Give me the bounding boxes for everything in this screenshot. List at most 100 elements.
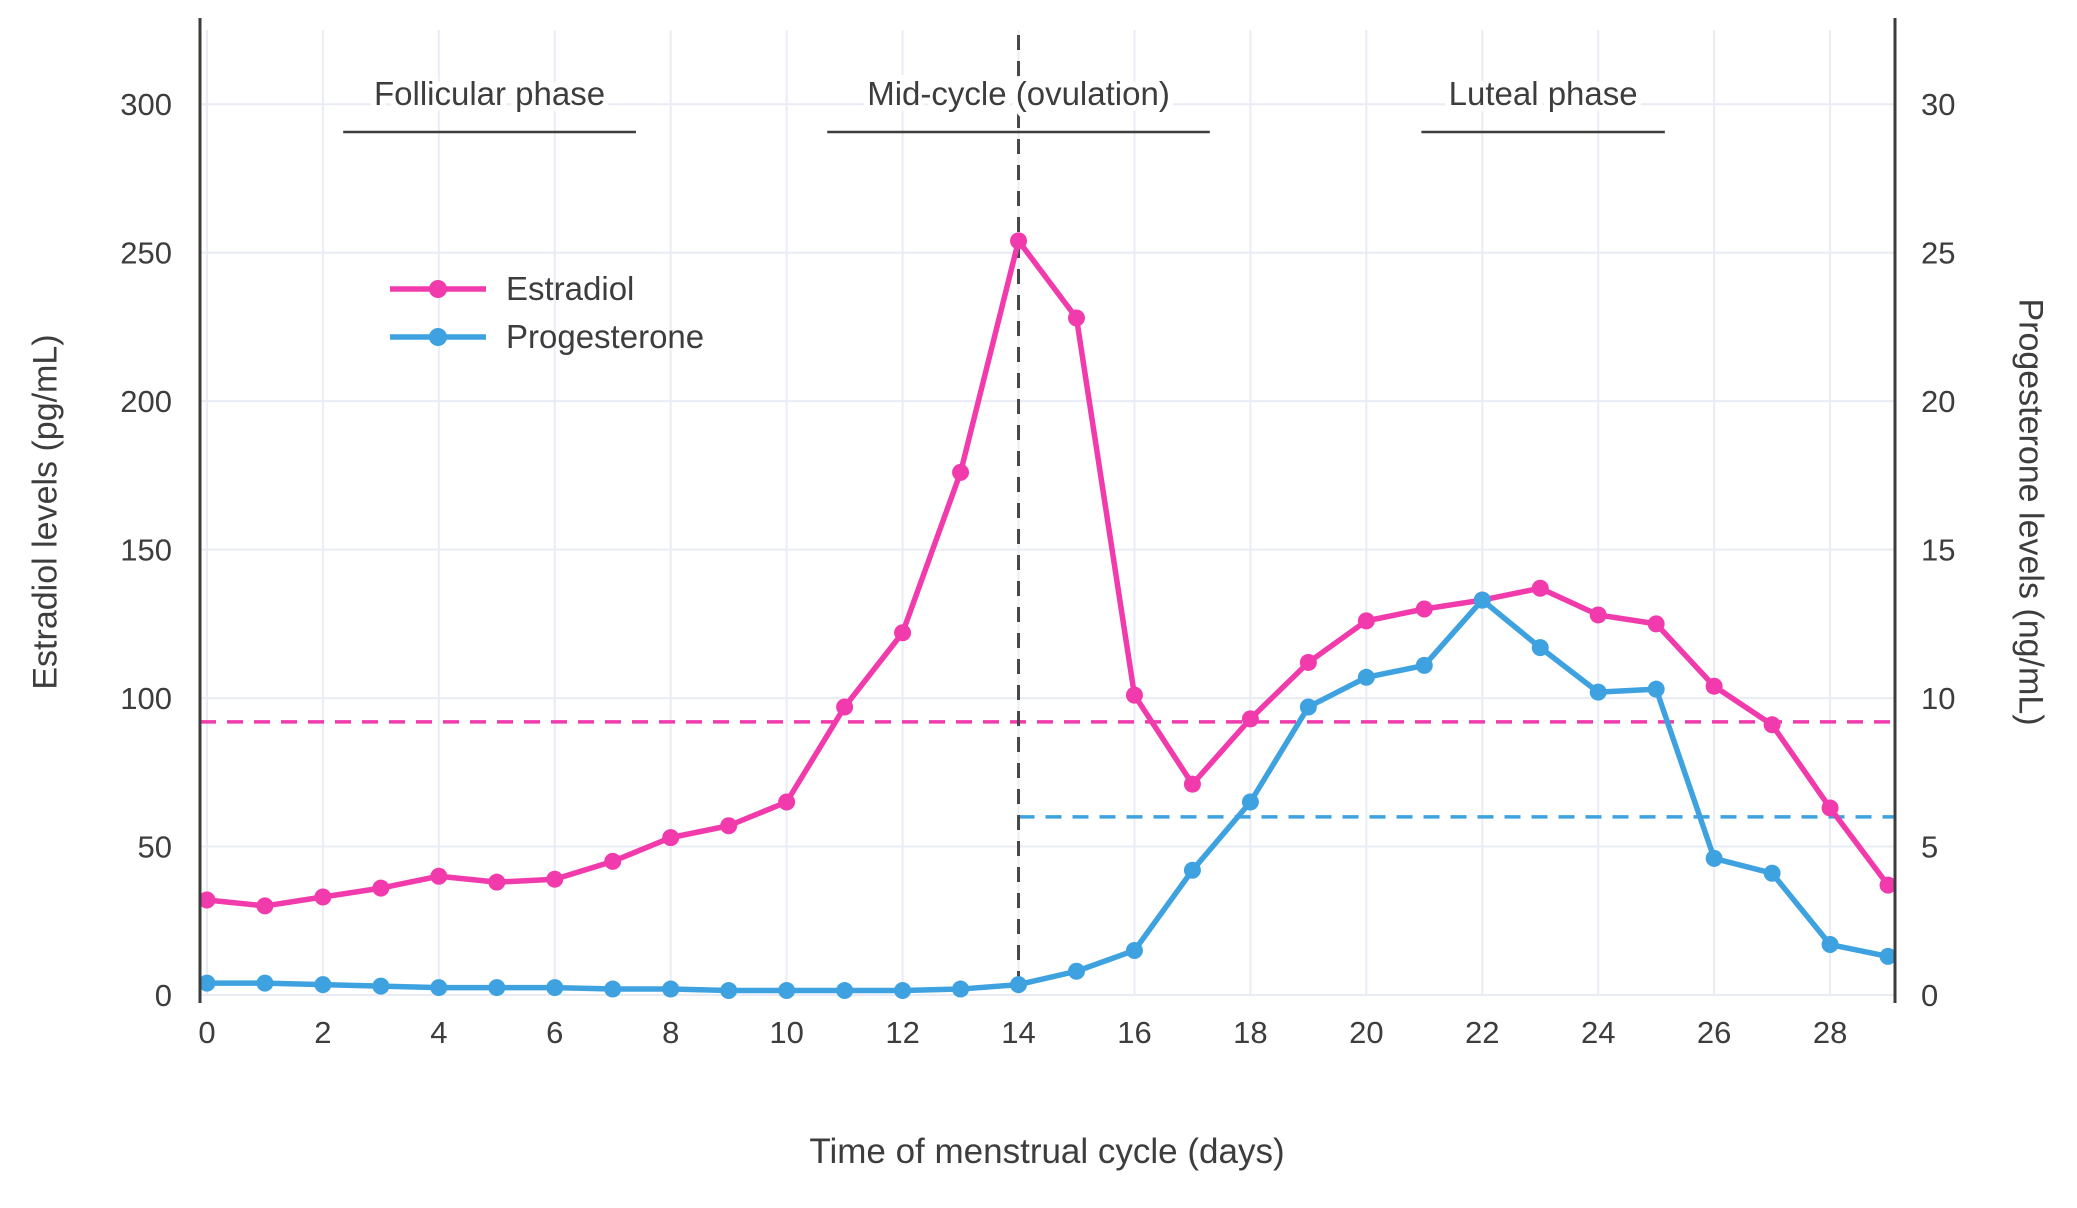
x-tick-label: 26 bbox=[1697, 1015, 1731, 1050]
progesterone-marker bbox=[1879, 947, 1897, 965]
progesterone-marker bbox=[314, 976, 332, 994]
left-axis-title: Estradiol levels (pg/mL) bbox=[26, 334, 65, 690]
estradiol-marker bbox=[1415, 600, 1433, 618]
left-tick-label: 100 bbox=[120, 681, 172, 716]
estradiol-marker bbox=[778, 793, 796, 811]
x-tick-label: 16 bbox=[1117, 1015, 1151, 1050]
x-tick-label: 10 bbox=[769, 1015, 803, 1050]
estradiol-marker bbox=[894, 624, 912, 642]
estradiol-marker bbox=[546, 870, 564, 888]
progesterone-marker bbox=[1647, 680, 1665, 698]
x-tick-label: 14 bbox=[1001, 1015, 1035, 1050]
progesterone-marker bbox=[952, 980, 970, 998]
progesterone-marker bbox=[1010, 976, 1028, 994]
progesterone-marker bbox=[604, 980, 622, 998]
left-tick-label: 0 bbox=[155, 978, 172, 1013]
progesterone-marker bbox=[430, 979, 448, 997]
estradiol-marker bbox=[952, 463, 970, 481]
progesterone-marker bbox=[256, 974, 274, 992]
progesterone-marker bbox=[894, 982, 912, 1000]
right-tick-label: 10 bbox=[1921, 681, 1955, 716]
progesterone-marker bbox=[1473, 591, 1491, 609]
estradiol-marker bbox=[1299, 653, 1317, 671]
estradiol-marker bbox=[1241, 710, 1259, 728]
progesterone-marker bbox=[1415, 656, 1433, 674]
left-tick-label: 250 bbox=[120, 236, 172, 271]
legend-label: Estradiol bbox=[506, 270, 635, 307]
phase-label: Luteal phase bbox=[1449, 75, 1638, 112]
x-tick-label: 18 bbox=[1233, 1015, 1267, 1050]
estradiol-line bbox=[204, 238, 1891, 909]
progesterone-marker bbox=[1183, 861, 1201, 879]
legend-swatch-estradiol-icon bbox=[390, 280, 486, 298]
estradiol-marker bbox=[314, 888, 332, 906]
x-tick-label: 22 bbox=[1465, 1015, 1499, 1050]
x-tick-label: 2 bbox=[314, 1015, 331, 1050]
progesterone-marker bbox=[1821, 936, 1839, 954]
estradiol-marker bbox=[604, 852, 622, 870]
x-tick-label: 20 bbox=[1349, 1015, 1383, 1050]
right-tick-label: 25 bbox=[1921, 236, 1955, 271]
estradiol-marker bbox=[372, 879, 390, 897]
legend-item-progesterone: Progesterone bbox=[388, 318, 704, 356]
progesterone-marker bbox=[720, 982, 738, 1000]
progesterone-line bbox=[204, 597, 1891, 994]
phase-label: Mid-cycle (ovulation) bbox=[867, 75, 1170, 112]
left-tick-label: 50 bbox=[138, 830, 172, 865]
phase-label: Follicular phase bbox=[374, 75, 605, 112]
progesterone-marker bbox=[1589, 683, 1607, 701]
right-tick-label: 20 bbox=[1921, 384, 1955, 419]
estradiol-marker bbox=[1531, 579, 1549, 597]
progesterone-marker bbox=[662, 980, 680, 998]
x-tick-label: 8 bbox=[662, 1015, 679, 1050]
right-tick-label: 30 bbox=[1921, 87, 1955, 122]
left-tick-label: 200 bbox=[120, 384, 172, 419]
progesterone-marker bbox=[372, 977, 390, 995]
progesterone-marker bbox=[198, 974, 216, 992]
x-axis-title: Time of menstrual cycle (days) bbox=[809, 1132, 1285, 1171]
estradiol-marker bbox=[1357, 612, 1375, 630]
progesterone-marker bbox=[1763, 864, 1781, 882]
estradiol-marker bbox=[1879, 876, 1897, 894]
estradiol-marker bbox=[1821, 799, 1839, 817]
legend: Estradiol Progesterone bbox=[388, 270, 704, 356]
estradiol-marker bbox=[198, 891, 216, 909]
progesterone-marker bbox=[836, 982, 854, 1000]
left-tick-label: 150 bbox=[120, 533, 172, 568]
estradiol-marker bbox=[1647, 615, 1665, 633]
right-tick-label: 15 bbox=[1921, 533, 1955, 568]
estradiol-marker bbox=[1183, 775, 1201, 793]
estradiol-marker bbox=[1705, 677, 1723, 695]
x-tick-label: 6 bbox=[546, 1015, 563, 1050]
progesterone-marker bbox=[1357, 668, 1375, 686]
left-tick-label: 300 bbox=[120, 87, 172, 122]
estradiol-marker bbox=[836, 698, 854, 716]
x-tick-label: 28 bbox=[1813, 1015, 1847, 1050]
legend-label: Progesterone bbox=[506, 318, 705, 355]
progesterone-marker bbox=[1125, 941, 1143, 959]
progesterone-marker bbox=[546, 979, 564, 997]
legend-item-estradiol: Estradiol bbox=[388, 270, 704, 308]
legend-swatch-progesterone-icon bbox=[390, 328, 486, 346]
progesterone-marker bbox=[1531, 639, 1549, 657]
x-tick-label: 4 bbox=[430, 1015, 447, 1050]
estradiol-marker bbox=[1067, 309, 1085, 327]
right-tick-label: 0 bbox=[1921, 978, 1938, 1013]
estradiol-marker bbox=[256, 897, 274, 915]
x-tick-label: 0 bbox=[198, 1015, 215, 1050]
estradiol-marker bbox=[1010, 232, 1028, 250]
progesterone-marker bbox=[488, 979, 506, 997]
right-tick-label: 5 bbox=[1921, 830, 1938, 865]
x-tick-label: 24 bbox=[1581, 1015, 1615, 1050]
estradiol-marker bbox=[1763, 716, 1781, 734]
progesterone-marker bbox=[1705, 849, 1723, 867]
estradiol-marker bbox=[662, 829, 680, 847]
progesterone-marker bbox=[1241, 793, 1259, 811]
estradiol-marker bbox=[720, 817, 738, 835]
estradiol-marker bbox=[430, 867, 448, 885]
right-axis-title: Progesterone levels (ng/mL) bbox=[2011, 298, 2050, 726]
progesterone-marker bbox=[778, 982, 796, 1000]
estradiol-marker bbox=[488, 873, 506, 891]
